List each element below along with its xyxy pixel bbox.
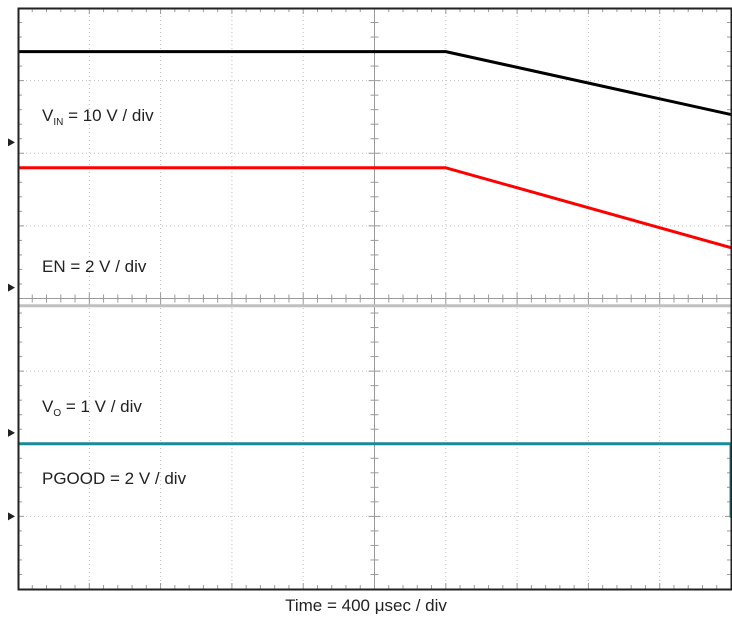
ground-markers — [8, 138, 15, 521]
vo-scale-label: VO = 1 V / div — [42, 397, 142, 419]
grid — [17, 7, 732, 590]
vin-scale-label: VIN = 10 V / div — [42, 106, 154, 128]
trace-v-in — [18, 50, 732, 117]
ground-marker — [8, 283, 15, 292]
pgood-scale-label: PGOOD = 2 V / div — [42, 469, 187, 488]
ground-marker — [8, 138, 15, 147]
x-axis-label: Time = 400 μsec / div — [285, 596, 447, 615]
trace-en — [18, 166, 732, 250]
ground-marker — [8, 428, 15, 437]
en-scale-label: EN = 2 V / div — [42, 257, 147, 276]
ground-marker — [8, 512, 15, 521]
